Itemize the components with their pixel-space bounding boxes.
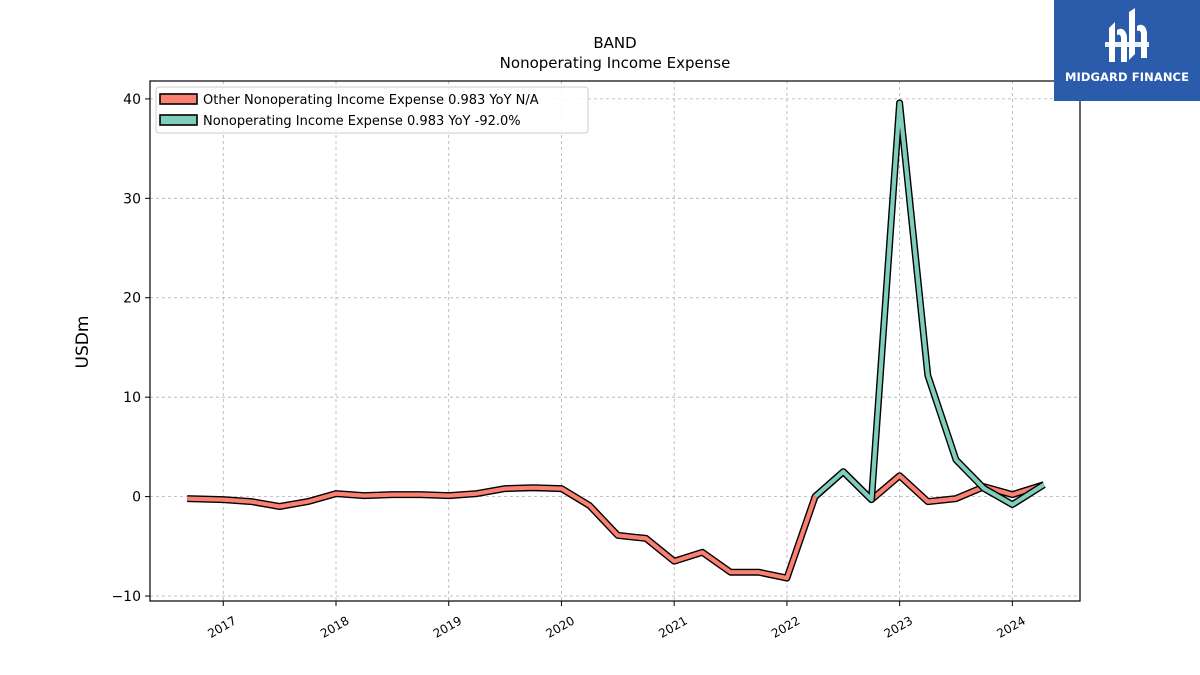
x-tick-label: 2017 (205, 613, 238, 640)
legend-box (155, 86, 589, 134)
x-tick-label: 2021 (656, 613, 689, 640)
logo-text: MIDGARD FINANCE (1064, 70, 1190, 84)
y-axis-label: USDm (73, 316, 93, 369)
y-tick-label: 10 (123, 390, 141, 406)
y-tick-label: 20 (123, 291, 141, 307)
x-tick-label: 2024 (994, 613, 1027, 640)
grid-lines (150, 81, 1080, 601)
chart-subtitle: Nonoperating Income Expense (500, 54, 731, 72)
y-tick-label: 0 (132, 490, 141, 506)
midgard-logo-icon (1105, 8, 1149, 62)
legend-label: Nonoperating Income Expense 0.983 YoY -9… (203, 114, 521, 129)
chart-title: BAND (593, 34, 636, 52)
x-tick-label: 2020 (544, 613, 577, 640)
y-tick-label: −10 (111, 589, 141, 605)
legend: Other Nonoperating Income Expense 0.983 … (155, 86, 589, 134)
midgard-finance-logo: MIDGARD FINANCE (1054, 0, 1200, 101)
x-tick-label: 2023 (882, 613, 915, 640)
plot-frame (149, 80, 1081, 602)
y-tick-label: 30 (123, 191, 141, 207)
series-layer (187, 99, 1046, 582)
legend-swatch (159, 93, 198, 105)
x-tick-label: 2019 (431, 613, 464, 640)
legend-label: Other Nonoperating Income Expense 0.983 … (203, 93, 539, 108)
axes: −10 0 10 20 30 40 2017 2018 2019 2020 2021 2022 2023… (111, 92, 1027, 641)
x-tick-label: 2018 (318, 613, 351, 640)
series-2 (812, 99, 1046, 509)
legend-swatch (159, 114, 198, 126)
series-1 (187, 468, 1045, 582)
series-line-outline (812, 99, 1046, 509)
series-line (813, 100, 1046, 507)
x-tick-label: 2022 (769, 613, 802, 640)
series-line (187, 469, 1045, 581)
y-tick-label: 40 (123, 92, 141, 108)
